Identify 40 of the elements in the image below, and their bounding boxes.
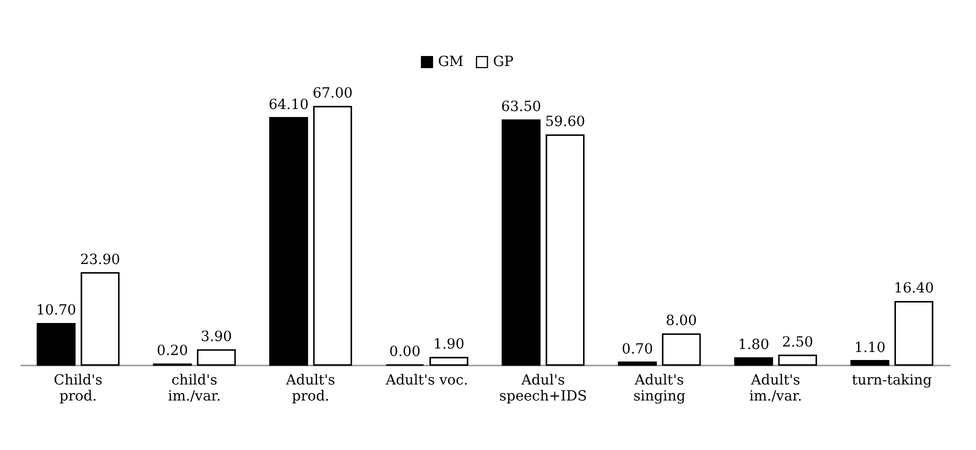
bar: [662, 333, 701, 366]
bar: [850, 360, 890, 366]
data-label: 1.90: [433, 336, 464, 353]
x-tick-label: Adul's speech+IDS: [499, 372, 587, 404]
bar: [546, 134, 585, 366]
data-label: 8.00: [666, 313, 697, 330]
bar: [894, 300, 934, 366]
data-label: 1.80: [738, 337, 770, 354]
bar: [429, 356, 468, 366]
data-label: 63.50: [501, 99, 542, 116]
data-label: 0.00: [389, 344, 420, 360]
data-label: 16.40: [894, 280, 934, 297]
x-tick-label: Adult's voc.: [384, 372, 468, 388]
bar: [502, 119, 541, 366]
x-tick-label: Adult's prod.: [285, 372, 336, 404]
bar: [734, 357, 774, 366]
legend-label: GM: [438, 54, 464, 70]
bar: [778, 354, 818, 366]
x-tick-label: child's im./var.: [168, 372, 221, 404]
data-label: 23.90: [80, 252, 120, 268]
data-label: 0.20: [156, 343, 188, 360]
bar: [313, 106, 352, 366]
data-label: 67.00: [312, 86, 353, 102]
data-label: 3.90: [200, 328, 232, 345]
data-label: 64.10: [268, 96, 309, 113]
bar: [269, 117, 308, 366]
bar: [196, 349, 236, 366]
bar: [36, 322, 76, 366]
data-label: 59.60: [545, 114, 586, 130]
x-tick-label: Adult's singing: [633, 372, 686, 404]
data-label: 1.10: [854, 340, 886, 356]
x-tick-label: Child's prod.: [54, 372, 102, 404]
legend-label: GP: [493, 54, 514, 70]
bar: [80, 272, 120, 366]
data-label: 0.70: [622, 341, 653, 358]
x-tick-label: Adult's im./var.: [749, 372, 802, 404]
data-label: 2.50: [782, 334, 814, 350]
bar: [618, 362, 657, 366]
data-label: 10.70: [36, 302, 76, 319]
x-tick-label: turn-taking: [852, 372, 932, 388]
